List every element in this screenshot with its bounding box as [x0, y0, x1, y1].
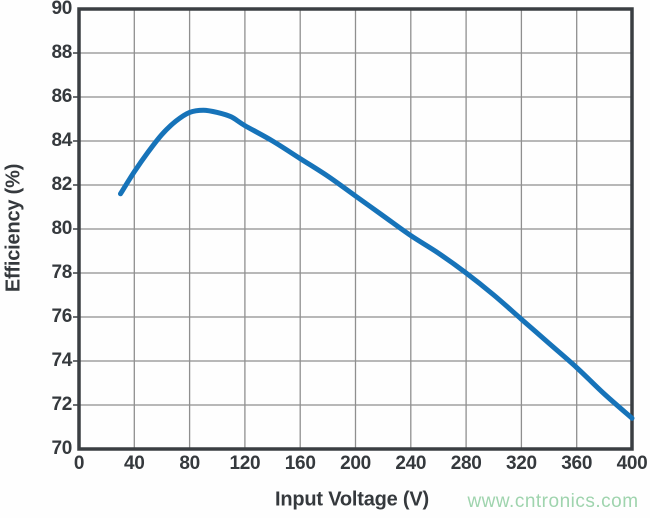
- watermark-text: www.cntronics.com: [467, 491, 639, 512]
- x-tick-label: 280: [450, 453, 482, 474]
- x-tick-label: 240: [395, 453, 427, 474]
- x-tick-label: 200: [340, 453, 371, 474]
- x-tick-label: 0: [73, 453, 85, 474]
- y-tick-label: 86: [51, 86, 72, 107]
- x-tick-label: 120: [229, 453, 261, 474]
- y-tick-label: 76: [51, 306, 72, 327]
- y-tick-label: 80: [51, 218, 72, 239]
- x-tick-label: 320: [505, 453, 537, 474]
- x-tick-label: 40: [124, 453, 145, 474]
- y-tick-label: 78: [51, 262, 72, 283]
- y-tick-label: 90: [51, 0, 72, 19]
- efficiency-curve: [117, 107, 635, 421]
- x-tick-label: 160: [284, 453, 316, 474]
- y-axis-title: Efficiency (%): [2, 163, 25, 293]
- y-tick-label: 88: [51, 42, 72, 63]
- x-axis-title: Input Voltage (V): [275, 488, 429, 511]
- plot-frame: [77, 7, 634, 451]
- y-tick-label: 74: [51, 350, 72, 371]
- x-tick-label: 360: [561, 453, 593, 474]
- y-tick-label: 84: [51, 130, 72, 151]
- y-tick-label: 70: [51, 438, 72, 459]
- y-tick-label: 82: [51, 174, 72, 195]
- gridlines: [78, 8, 633, 450]
- x-tick-label: 80: [179, 453, 200, 474]
- y-tick-label: 72: [51, 394, 72, 415]
- x-tick-label: 400: [616, 453, 648, 474]
